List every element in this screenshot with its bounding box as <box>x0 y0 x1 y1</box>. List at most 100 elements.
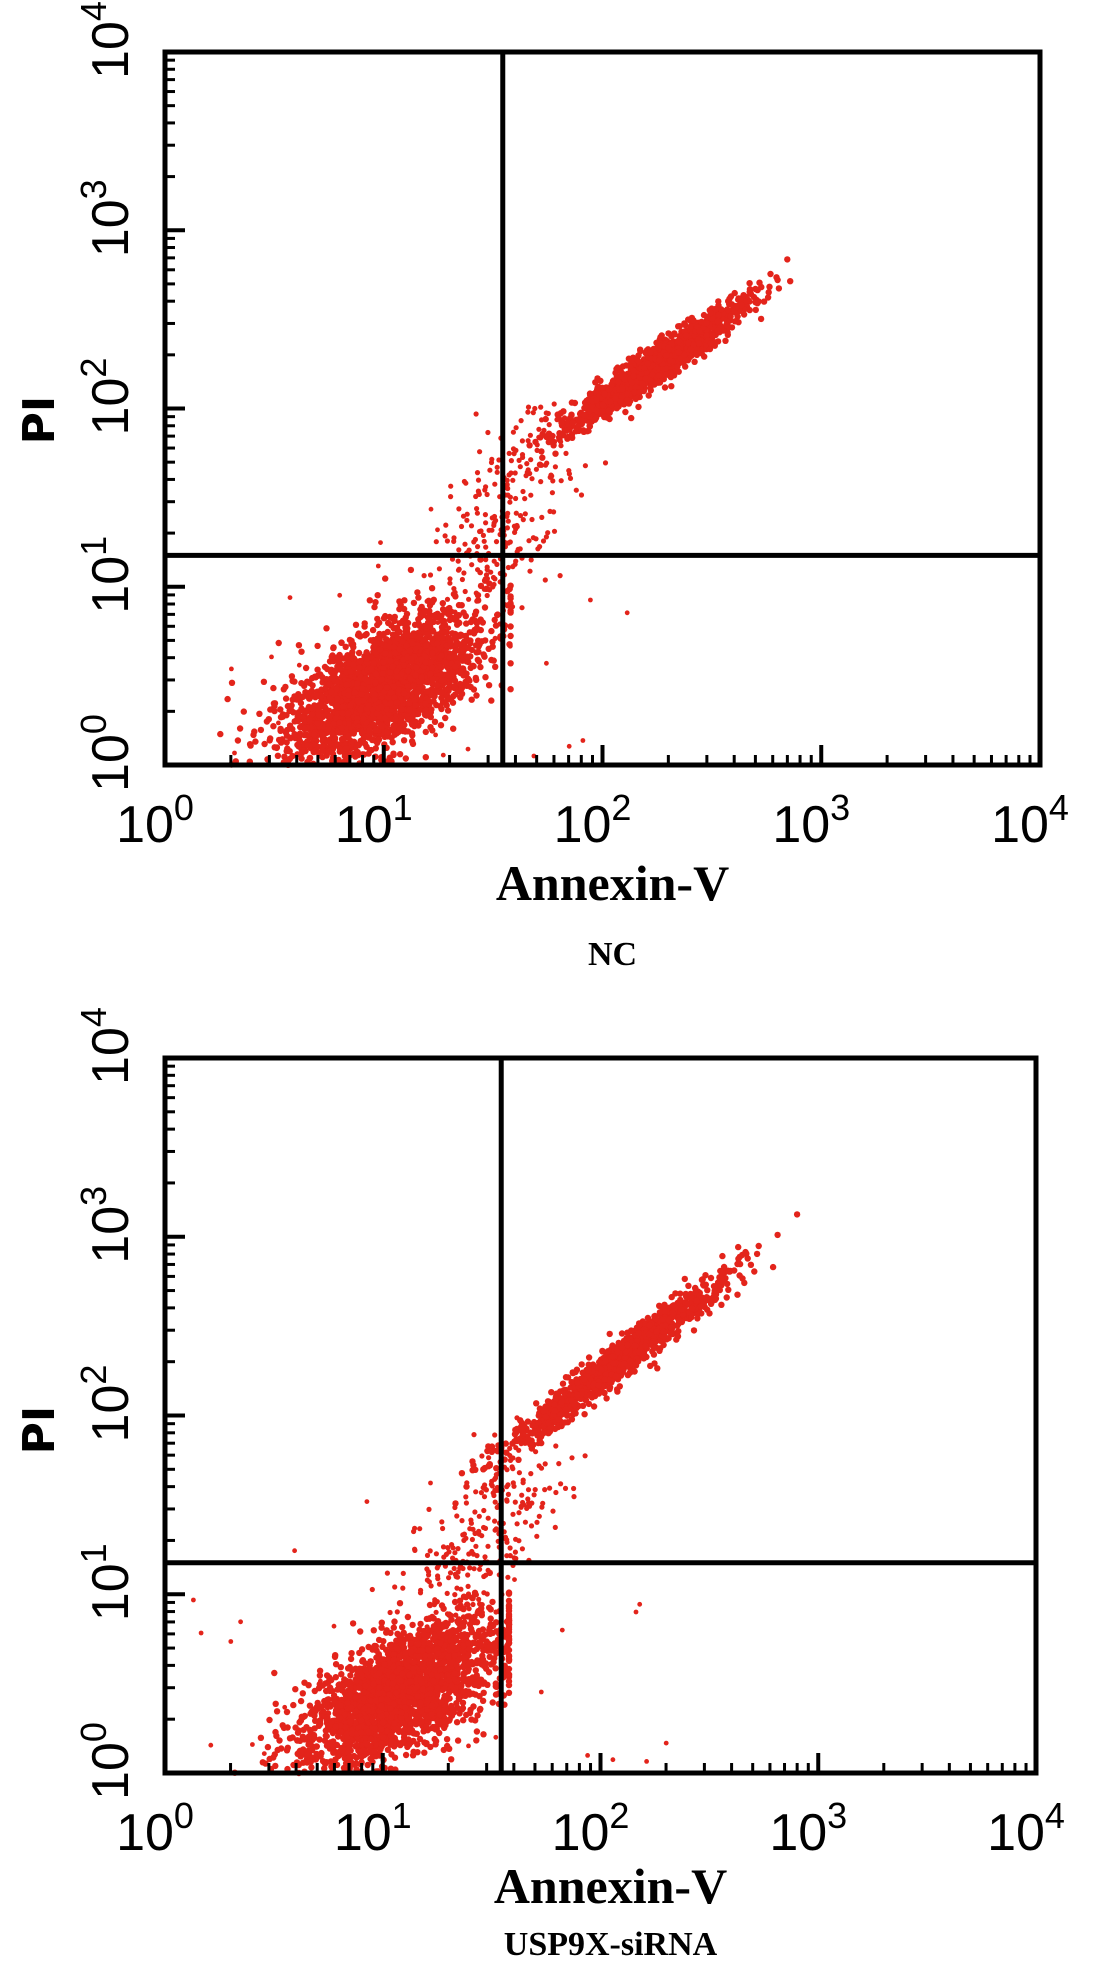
scatter-point <box>557 573 563 579</box>
scatter-point <box>644 360 651 367</box>
scatter-point <box>355 699 362 706</box>
scatter-point <box>524 461 530 467</box>
scatter-point <box>450 725 457 732</box>
scatter-point <box>614 378 622 386</box>
scatter-point <box>552 450 559 457</box>
scatter-point <box>655 372 662 379</box>
scatter-point <box>361 620 368 627</box>
scatter-point <box>387 657 394 665</box>
scatter-point <box>327 747 335 754</box>
scatter-point <box>690 341 697 348</box>
scatter-point <box>422 754 429 761</box>
scatter-point <box>470 630 476 636</box>
scatter-point <box>460 609 467 616</box>
scatter-point <box>415 710 422 717</box>
scatter-point <box>442 533 448 539</box>
y-tick-label: 101 <box>73 536 140 614</box>
scatter-point <box>487 587 493 593</box>
scatter-point <box>507 593 514 600</box>
scatter-point <box>599 407 606 415</box>
scatter-point <box>507 499 513 505</box>
scatter-point <box>506 450 512 456</box>
scatter-point <box>469 562 475 568</box>
scatter-point <box>709 332 716 339</box>
scatter-point <box>393 699 401 706</box>
scatter-point <box>274 752 282 759</box>
scatter-point <box>383 636 390 643</box>
scatter-point <box>438 705 445 713</box>
scatter-point <box>389 739 396 746</box>
scatter-point <box>361 675 369 683</box>
scatter-point <box>474 470 481 476</box>
scatter-point <box>266 1716 273 1724</box>
scatter-point <box>297 699 305 707</box>
scatter-point <box>400 690 408 697</box>
scatter-point <box>375 736 382 743</box>
scatter-point <box>471 611 479 618</box>
scatter-point <box>511 451 517 457</box>
scatter-point <box>431 614 439 621</box>
scatter-point <box>536 426 542 432</box>
scatter-point <box>451 653 458 660</box>
scatter-point <box>451 663 459 670</box>
scatter-point <box>381 714 389 722</box>
scatter-point <box>482 637 489 644</box>
scatter-point <box>412 702 419 709</box>
scatter-point <box>347 1655 355 1663</box>
scatter-point <box>528 557 534 563</box>
scatter-point <box>345 692 352 699</box>
scatter-point <box>410 599 418 607</box>
scatter-point <box>446 616 453 624</box>
scatter-point <box>291 693 298 700</box>
scatter-point <box>287 595 293 600</box>
scatter-point <box>552 464 559 470</box>
scatter-point <box>424 678 431 686</box>
scatter-point <box>399 617 407 624</box>
scatter-point <box>483 520 489 526</box>
scatter-point <box>507 643 513 649</box>
scatter-point <box>453 1719 461 1726</box>
scatter-point <box>452 614 459 621</box>
scatter-point <box>396 751 404 758</box>
scatter-point <box>482 674 489 681</box>
scatter-point <box>489 527 495 533</box>
scatter-point <box>347 668 354 675</box>
scatter-point <box>682 363 689 370</box>
scatter-point <box>416 633 423 641</box>
scatter-point <box>667 357 674 364</box>
scatter-point <box>277 706 284 713</box>
scatter-point <box>419 604 425 611</box>
scatter-point <box>306 717 313 724</box>
scatter-point <box>387 669 394 676</box>
scatter-point <box>487 467 493 473</box>
scatter-point <box>690 317 697 324</box>
scatter-point <box>298 706 305 714</box>
scatter-point <box>387 700 394 707</box>
scatter-point <box>682 332 690 339</box>
scatter-point <box>270 723 277 730</box>
scatter-point <box>787 278 794 285</box>
scatter-point <box>563 450 569 456</box>
scatter-point <box>350 644 357 651</box>
scatter-point <box>390 750 397 757</box>
scatter-point <box>492 663 499 670</box>
scatter-point <box>224 695 231 703</box>
scatter-point <box>334 695 341 702</box>
scatter-point <box>402 1751 410 1759</box>
scatter-point <box>444 596 451 602</box>
scatter-point <box>513 495 519 502</box>
scatter-point <box>444 707 452 714</box>
scatter-point <box>489 456 495 462</box>
scatter-point <box>563 427 570 434</box>
scatter-point <box>484 491 490 498</box>
scatter-point <box>474 510 480 516</box>
scatter-point <box>752 306 759 314</box>
scatter-point <box>767 270 774 278</box>
scatter-point <box>379 670 386 677</box>
scatter-point <box>635 352 642 359</box>
scatter-point <box>513 425 519 431</box>
scatter-point <box>449 669 456 677</box>
scatter-point <box>291 731 298 738</box>
scatter-point <box>424 631 431 638</box>
scatter-point <box>337 592 343 598</box>
